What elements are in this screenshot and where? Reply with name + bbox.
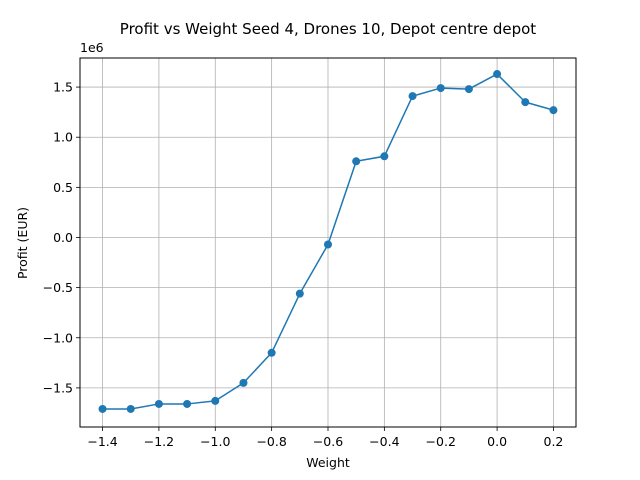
data-point <box>211 396 220 405</box>
y-tick-label: 1.5 <box>53 80 73 95</box>
data-point <box>352 157 361 166</box>
y-offset-label: 1e6 <box>80 40 104 55</box>
y-axis-label: Profit (EUR) <box>15 207 30 279</box>
y-tick-label: 0.5 <box>53 180 73 195</box>
x-tick-label: −1.0 <box>200 434 230 449</box>
data-point <box>98 404 107 413</box>
y-tick-label: −0.5 <box>43 280 73 295</box>
x-tick-label: −0.8 <box>256 434 286 449</box>
data-point <box>464 85 473 94</box>
axis-ticks: −1.4 −1.2 −1.0 −0.8 −0.6 −0.4 −0.2 0.0 0.2 −1.5 −1… <box>43 80 564 449</box>
y-tick-label: −1.0 <box>43 330 73 345</box>
data-series <box>98 70 558 413</box>
x-tick-label: 0.0 <box>487 434 507 449</box>
data-point <box>183 399 192 408</box>
data-point <box>239 378 248 387</box>
x-tick-label: −0.2 <box>426 434 456 449</box>
y-tick-label: 1.0 <box>53 130 73 145</box>
x-tick-label: −0.6 <box>313 434 343 449</box>
data-point <box>295 289 304 298</box>
data-point <box>549 106 558 115</box>
x-tick-label: −1.2 <box>144 434 174 449</box>
y-tick-label: 0.0 <box>53 230 73 245</box>
x-tick-label: −1.4 <box>87 434 117 449</box>
chart-title: Profit vs Weight Seed 4, Drones 10, Depo… <box>120 20 537 38</box>
x-axis-label: Weight <box>306 455 350 470</box>
data-point <box>267 348 276 357</box>
data-point <box>154 399 163 408</box>
data-point <box>324 240 332 249</box>
x-tick-label: 0.2 <box>544 434 564 449</box>
y-tick-label: −1.5 <box>43 380 73 395</box>
data-point <box>521 98 530 107</box>
data-point <box>436 84 445 93</box>
data-point <box>380 152 389 161</box>
x-tick-label: −0.4 <box>369 434 399 449</box>
data-point <box>126 404 135 413</box>
axes-frame <box>79 57 577 428</box>
data-point <box>493 70 502 79</box>
data-point <box>408 92 417 101</box>
